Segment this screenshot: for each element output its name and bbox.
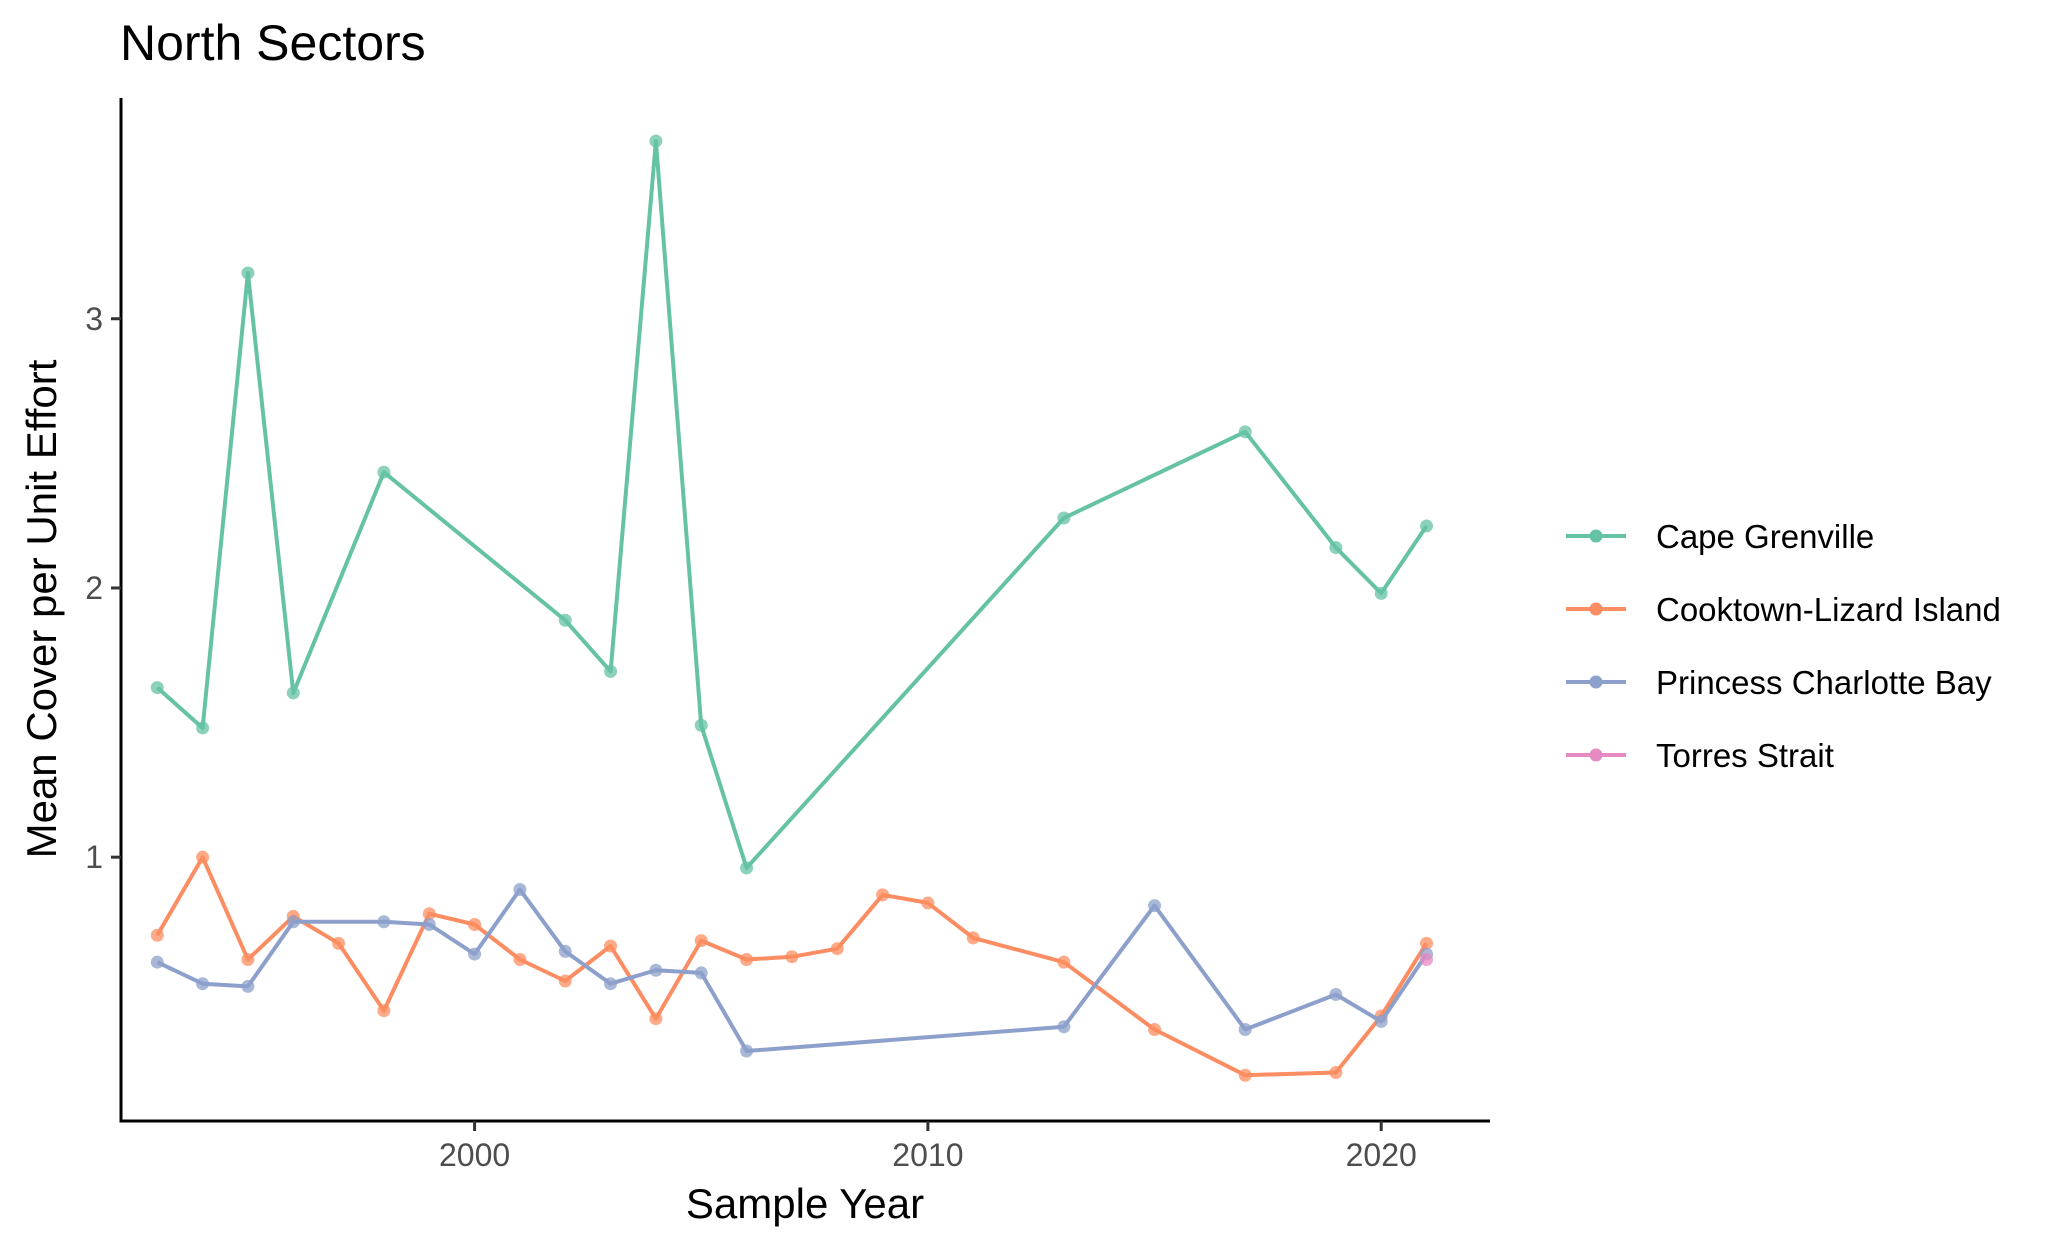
legend-item-torres-strait: Torres Strait [1566, 737, 1834, 774]
data-point-cape-grenville [694, 718, 708, 732]
data-point-cape-grenville [377, 465, 391, 479]
y-tick-label: 2 [85, 570, 103, 606]
data-point-cape-grenville [241, 266, 255, 280]
data-point-princess-charlotte-bay [241, 979, 255, 993]
x-axis-ticks: 2000 2010 2020 [439, 1121, 1417, 1173]
data-point-princess-charlotte-bay [422, 917, 436, 931]
y-axis-ticks: 1 2 3 [85, 301, 121, 875]
data-point-cape-grenville [1420, 519, 1434, 533]
series-cape-grenville [150, 134, 1434, 875]
data-point-cooktown-lizard-island [604, 939, 618, 953]
series-princess-charlotte-bay [150, 882, 1434, 1058]
legend-item-princess-charlotte-bay: Princess Charlotte Bay [1566, 664, 1992, 701]
data-point-princess-charlotte-bay [1329, 987, 1343, 1001]
data-point-princess-charlotte-bay [286, 915, 300, 929]
series-cooktown-lizard-island [150, 850, 1434, 1082]
data-point-princess-charlotte-bay [1238, 1022, 1252, 1036]
data-point-cape-grenville [740, 861, 754, 875]
data-point-cooktown-lizard-island [150, 928, 164, 942]
y-tick-label: 1 [85, 839, 103, 875]
data-point-princess-charlotte-bay [150, 955, 164, 969]
data-point-princess-charlotte-bay [694, 966, 708, 980]
data-point-cape-grenville [649, 134, 663, 148]
data-point-princess-charlotte-bay [1057, 1020, 1071, 1034]
data-point-cooktown-lizard-island [921, 896, 935, 910]
data-point-cooktown-lizard-island [740, 952, 754, 966]
series-torres-strait [1420, 952, 1434, 966]
data-point-cooktown-lizard-island [513, 952, 527, 966]
data-point-cooktown-lizard-island [649, 1012, 663, 1026]
data-point-cooktown-lizard-island [1238, 1068, 1252, 1082]
data-point-cooktown-lizard-island [1420, 936, 1434, 950]
data-point-cape-grenville [150, 681, 164, 695]
data-point-torres-strait [1420, 952, 1434, 966]
legend-key-point [1589, 529, 1603, 543]
x-tick-label: 2010 [892, 1137, 963, 1173]
data-point-princess-charlotte-bay [1374, 1014, 1388, 1028]
axes [119, 98, 1490, 1123]
chart-title: North Sectors [120, 15, 426, 71]
data-point-princess-charlotte-bay [513, 882, 527, 896]
data-point-cape-grenville [1057, 511, 1071, 525]
data-point-princess-charlotte-bay [377, 915, 391, 929]
legend-label: Cooktown-Lizard Island [1656, 591, 2001, 628]
series-line-cape-grenville [155, 139, 1429, 870]
data-point-cooktown-lizard-island [830, 942, 844, 956]
legend-label: Princess Charlotte Bay [1656, 664, 1992, 701]
data-point-cooktown-lizard-island [966, 931, 980, 945]
data-point-princess-charlotte-bay [196, 977, 210, 991]
data-point-cooktown-lizard-island [468, 917, 482, 931]
data-point-princess-charlotte-bay [1148, 899, 1162, 913]
series-line-princess-charlotte-bay [156, 887, 1429, 1053]
data-point-cooktown-lizard-island [1329, 1066, 1343, 1080]
data-point-cooktown-lizard-island [876, 888, 890, 902]
x-tick-label: 2000 [439, 1137, 510, 1173]
data-point-cooktown-lizard-island [558, 974, 572, 988]
data-point-cooktown-lizard-island [196, 850, 210, 864]
data-point-cape-grenville [286, 686, 300, 700]
data-point-cape-grenville [1374, 586, 1388, 600]
data-point-cape-grenville [1238, 425, 1252, 439]
data-point-cooktown-lizard-island [422, 907, 436, 921]
data-point-cape-grenville [196, 721, 210, 735]
data-point-cooktown-lizard-island [332, 936, 346, 950]
data-point-cooktown-lizard-island [241, 952, 255, 966]
data-point-princess-charlotte-bay [558, 944, 572, 958]
data-point-cooktown-lizard-island [785, 950, 799, 964]
data-point-cooktown-lizard-island [377, 1004, 391, 1018]
data-point-princess-charlotte-bay [468, 947, 482, 961]
data-point-princess-charlotte-bay [649, 963, 663, 977]
data-point-cooktown-lizard-island [1148, 1022, 1162, 1036]
x-tick-label: 2020 [1346, 1137, 1417, 1173]
x-axis-title: Sample Year [686, 1180, 924, 1227]
legend-item-cooktown-lizard-island: Cooktown-Lizard Island [1566, 591, 2001, 628]
plot-area [150, 134, 1434, 1082]
y-tick-label: 3 [85, 301, 103, 337]
legend-item-cape-grenville: Cape Grenville [1566, 518, 1874, 555]
legend-label: Torres Strait [1656, 737, 1834, 774]
data-point-cape-grenville [604, 664, 618, 678]
series-line-cooktown-lizard-island [155, 855, 1429, 1078]
data-point-princess-charlotte-bay [740, 1044, 754, 1058]
data-point-cape-grenville [1329, 541, 1343, 555]
legend: Cape Grenville Cooktown-Lizard Island Prin… [1566, 518, 2001, 774]
data-point-cape-grenville [558, 613, 572, 627]
data-point-princess-charlotte-bay [604, 977, 618, 991]
data-point-cooktown-lizard-island [694, 934, 708, 948]
legend-label: Cape Grenville [1656, 518, 1874, 555]
legend-key-point [1589, 602, 1603, 616]
legend-key-point [1589, 675, 1603, 689]
y-axis-title: Mean Cover per Unit Effort [18, 359, 65, 858]
data-point-cooktown-lizard-island [1057, 955, 1071, 969]
legend-key-point [1589, 748, 1603, 762]
